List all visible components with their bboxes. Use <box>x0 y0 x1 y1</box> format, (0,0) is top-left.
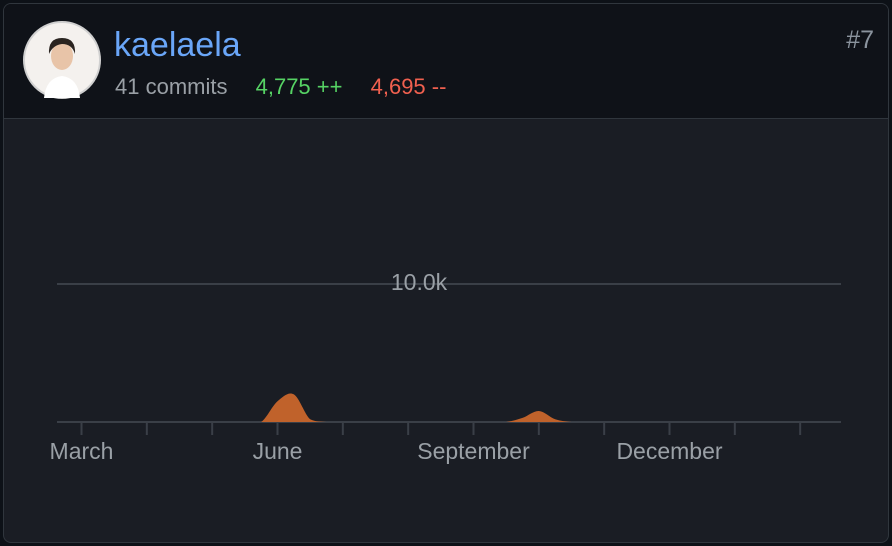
y-tick-label: 10.0k <box>391 269 448 295</box>
x-tick-label: March <box>50 438 114 464</box>
rank: #7 <box>846 26 874 54</box>
additions: 4,775 ++ <box>255 74 343 99</box>
commit-count: 41 commits <box>115 74 228 99</box>
contributor-card: kaelaela 41 commits 4,775 ++ 4,695 -- #7… <box>3 3 889 543</box>
card-header: kaelaela 41 commits 4,775 ++ 4,695 -- #7 <box>4 4 888 119</box>
username[interactable]: kaelaela <box>114 26 241 64</box>
x-tick-label: December <box>616 438 722 464</box>
stats: 41 commits 4,775 ++ 4,695 -- <box>115 74 468 100</box>
deletions: 4,695 -- <box>370 74 447 99</box>
x-tick-label: September <box>417 438 530 464</box>
avatar[interactable] <box>22 20 102 100</box>
contribution-area <box>65 393 833 422</box>
x-tick-label: June <box>253 438 303 464</box>
chart: 10.0k March June September December <box>50 269 841 464</box>
